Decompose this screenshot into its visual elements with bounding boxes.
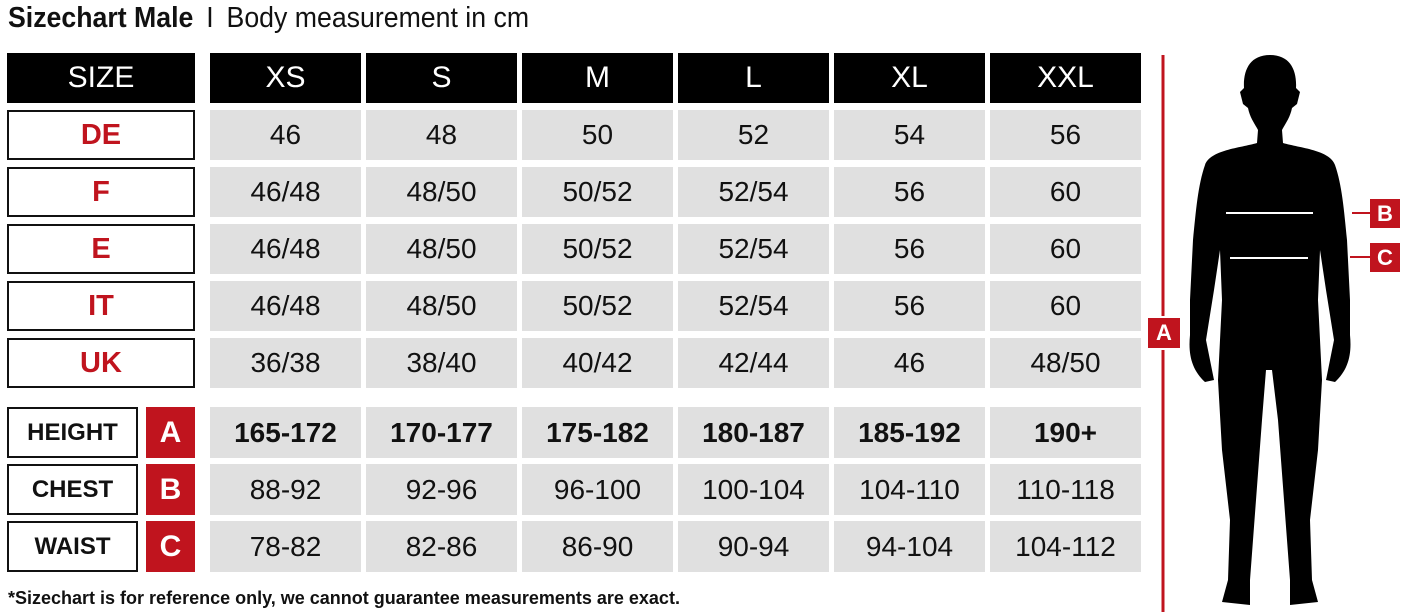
table-cell: 46/48	[210, 167, 361, 217]
table-cell: 50/52	[522, 281, 673, 331]
title-sub: Body measurement in cm	[226, 2, 530, 34]
table-cell: 46	[834, 338, 985, 388]
region-label: IT	[7, 281, 195, 331]
table-cell: 52	[678, 110, 829, 160]
table-cell: 60	[990, 281, 1141, 331]
table-cell: 86-90	[522, 521, 673, 572]
marker-a: A	[1148, 318, 1180, 348]
table-cell: 96-100	[522, 464, 673, 515]
size-header-label: SIZE	[7, 53, 195, 103]
table-cell: 40/42	[522, 338, 673, 388]
measurement-label: CHEST	[7, 464, 138, 515]
table-cell: 185-192	[834, 407, 985, 458]
table-cell: 52/54	[678, 281, 829, 331]
table-cell: 48/50	[366, 167, 517, 217]
title-main: Sizechart Male	[8, 2, 194, 34]
table-cell: 88-92	[210, 464, 361, 515]
table-cell: 46	[210, 110, 361, 160]
table-cell: 38/40	[366, 338, 517, 388]
table-cell: 56	[834, 224, 985, 274]
table-cell: 56	[834, 167, 985, 217]
region-label: E	[7, 224, 195, 274]
table-cell: 46/48	[210, 281, 361, 331]
table-cell: 60	[990, 224, 1141, 274]
table-cell: 104-112	[990, 521, 1141, 572]
region-label: UK	[7, 338, 195, 388]
table-cell: 54	[834, 110, 985, 160]
size-column-header: L	[678, 53, 829, 103]
table-cell: 48/50	[990, 338, 1141, 388]
table-cell: 52/54	[678, 224, 829, 274]
footnote: *Sizechart is for reference only, we can…	[8, 588, 680, 608]
measurement-letter: C	[146, 521, 195, 572]
table-cell: 94-104	[834, 521, 985, 572]
table-cell: 52/54	[678, 167, 829, 217]
table-cell: 42/44	[678, 338, 829, 388]
measurement-label: HEIGHT	[7, 407, 138, 458]
measurement-label: WAIST	[7, 521, 138, 572]
table-cell: 48/50	[366, 224, 517, 274]
region-label: F	[7, 167, 195, 217]
measurement-letter: B	[146, 464, 195, 515]
title-separator: I	[206, 2, 214, 34]
table-cell: 46/48	[210, 224, 361, 274]
marker-b: B	[1370, 199, 1400, 228]
region-label: DE	[7, 110, 195, 160]
size-column-header: XL	[834, 53, 985, 103]
size-column-header: S	[366, 53, 517, 103]
male-silhouette-icon	[1189, 55, 1351, 605]
table-cell: 175-182	[522, 407, 673, 458]
measurement-letter: A	[146, 407, 195, 458]
table-cell: 165-172	[210, 407, 361, 458]
table-cell: 56	[990, 110, 1141, 160]
table-cell: 190+	[990, 407, 1141, 458]
table-cell: 90-94	[678, 521, 829, 572]
table-cell: 104-110	[834, 464, 985, 515]
table-cell: 170-177	[366, 407, 517, 458]
table-cell: 50/52	[522, 224, 673, 274]
table-cell: 82-86	[366, 521, 517, 572]
table-cell: 50/52	[522, 167, 673, 217]
table-cell: 60	[990, 167, 1141, 217]
table-cell: 92-96	[366, 464, 517, 515]
table-cell: 48	[366, 110, 517, 160]
page-title: Sizechart Male I Body measurement in cm	[8, 0, 529, 36]
table-cell: 50	[522, 110, 673, 160]
table-cell: 100-104	[678, 464, 829, 515]
size-column-header: M	[522, 53, 673, 103]
table-cell: 48/50	[366, 281, 517, 331]
marker-c: C	[1370, 243, 1400, 272]
table-cell: 110-118	[990, 464, 1141, 515]
size-column-header: XS	[210, 53, 361, 103]
table-cell: 78-82	[210, 521, 361, 572]
table-cell: 56	[834, 281, 985, 331]
table-cell: 36/38	[210, 338, 361, 388]
size-column-header: XXL	[990, 53, 1141, 103]
table-cell: 180-187	[678, 407, 829, 458]
